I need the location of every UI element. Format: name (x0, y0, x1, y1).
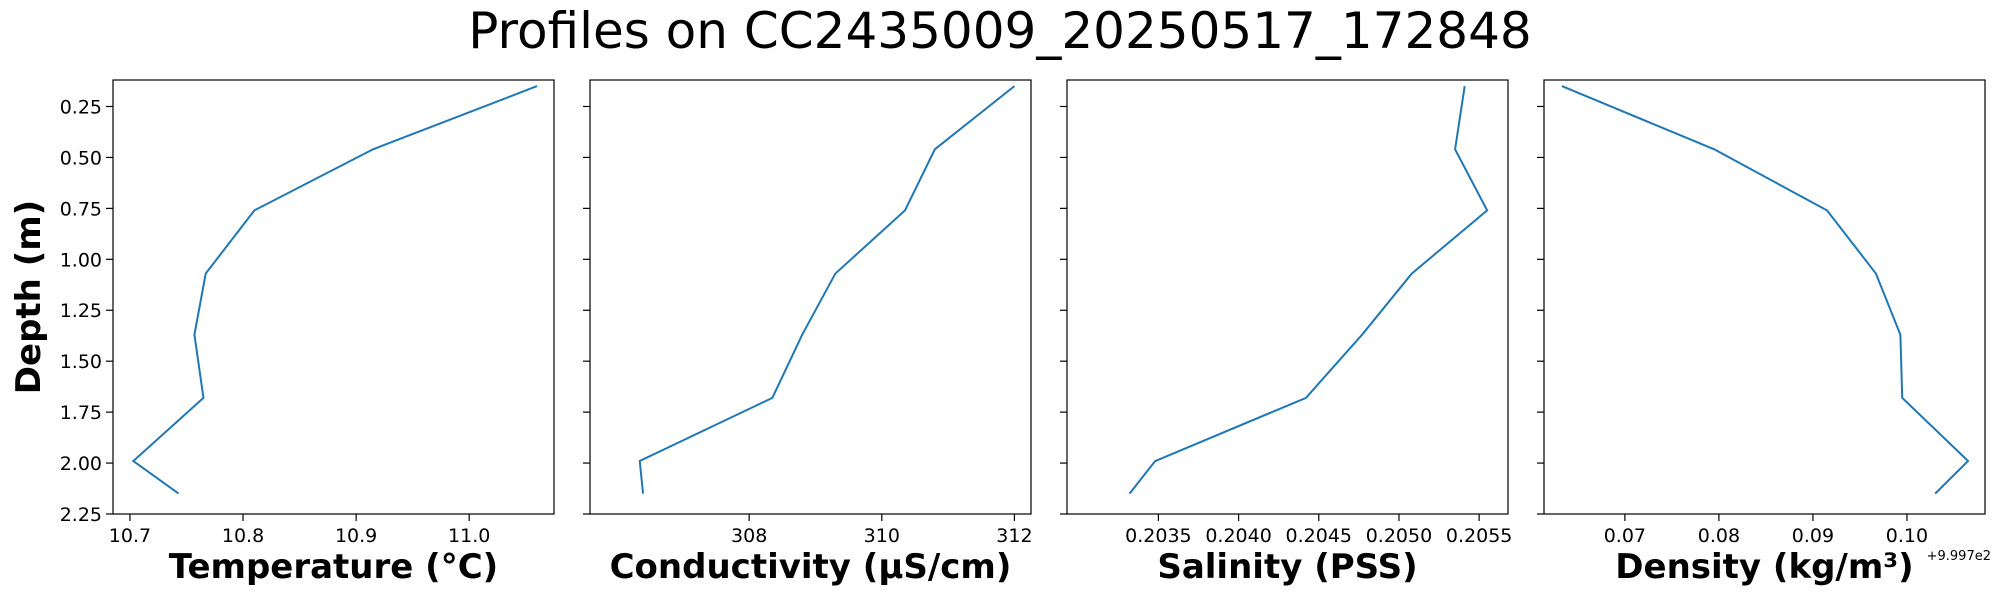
x-tick-label: 11.0 (448, 525, 490, 547)
x-tick-label: 0.2045 (1286, 525, 1352, 547)
conductivity-line (638, 85, 1016, 494)
density-frame (1543, 79, 1986, 515)
x-tick-label: 0.09 (1792, 525, 1834, 547)
x-tick-label: 308 (731, 525, 767, 547)
x-tick-label: 10.7 (109, 525, 151, 547)
y-tick-label: 0.25 (60, 96, 102, 118)
conductivity-axis-label: Conductivity (µS/cm) (610, 547, 1012, 587)
density-offset-label: +9.997e2 (1927, 549, 1991, 564)
salinity-frame (1066, 79, 1509, 515)
temperature-frame (112, 79, 555, 515)
y-tick-label: 2.00 (60, 453, 102, 475)
density-axis-label: Density (kg/m³) (1615, 547, 1913, 587)
x-tick-label: 310 (864, 525, 900, 547)
profile-panels: 0.25 0.50 0.75 1.00 1.25 1.50 1.75 2.00 2.25 10.7… (60, 79, 1991, 587)
x-tick-label: 0.2035 (1125, 525, 1191, 547)
temperature-line (131, 85, 538, 495)
y-tick-label: 0.50 (60, 147, 102, 169)
depth-axis-label: Depth (m) (9, 200, 49, 394)
x-tick-label: 0.10 (1886, 525, 1928, 547)
density-line (1561, 85, 1970, 495)
y-tick-label: 2.25 (60, 504, 102, 526)
salinity-line (1128, 85, 1489, 495)
x-tick-label: 312 (996, 525, 1032, 547)
y-tick-label: 1.00 (60, 249, 102, 271)
x-tick-label: 10.8 (222, 525, 264, 547)
x-tick-label: 0.2040 (1205, 525, 1271, 547)
salinity-axis-label: Salinity (PSS) (1157, 547, 1417, 587)
conductivity-frame (589, 79, 1032, 515)
temperature-axis-label: Temperature (°C) (169, 547, 498, 587)
x-tick-label: 0.2055 (1446, 525, 1512, 547)
x-tick-label: 0.08 (1698, 525, 1740, 547)
figure-title: Profiles on CC2435009_20250517_172848 (468, 2, 1531, 60)
y-tick-label: 1.25 (60, 300, 102, 322)
x-tick-label: 0.07 (1604, 525, 1646, 547)
y-tick-label: 0.75 (60, 198, 102, 220)
x-tick-label: 0.2050 (1366, 525, 1432, 547)
y-tick-label: 1.50 (60, 351, 102, 373)
panel-temperature: 0.25 0.50 0.75 1.00 1.25 1.50 1.75 2.00 2.25 10.7… (60, 79, 555, 587)
panel-salinity: 0.2035 0.2040 0.2045 0.2050 0.2055 Salinity (… (1060, 79, 1512, 587)
x-tick-label: 10.9 (335, 525, 377, 547)
y-tick-label: 1.75 (60, 402, 102, 424)
